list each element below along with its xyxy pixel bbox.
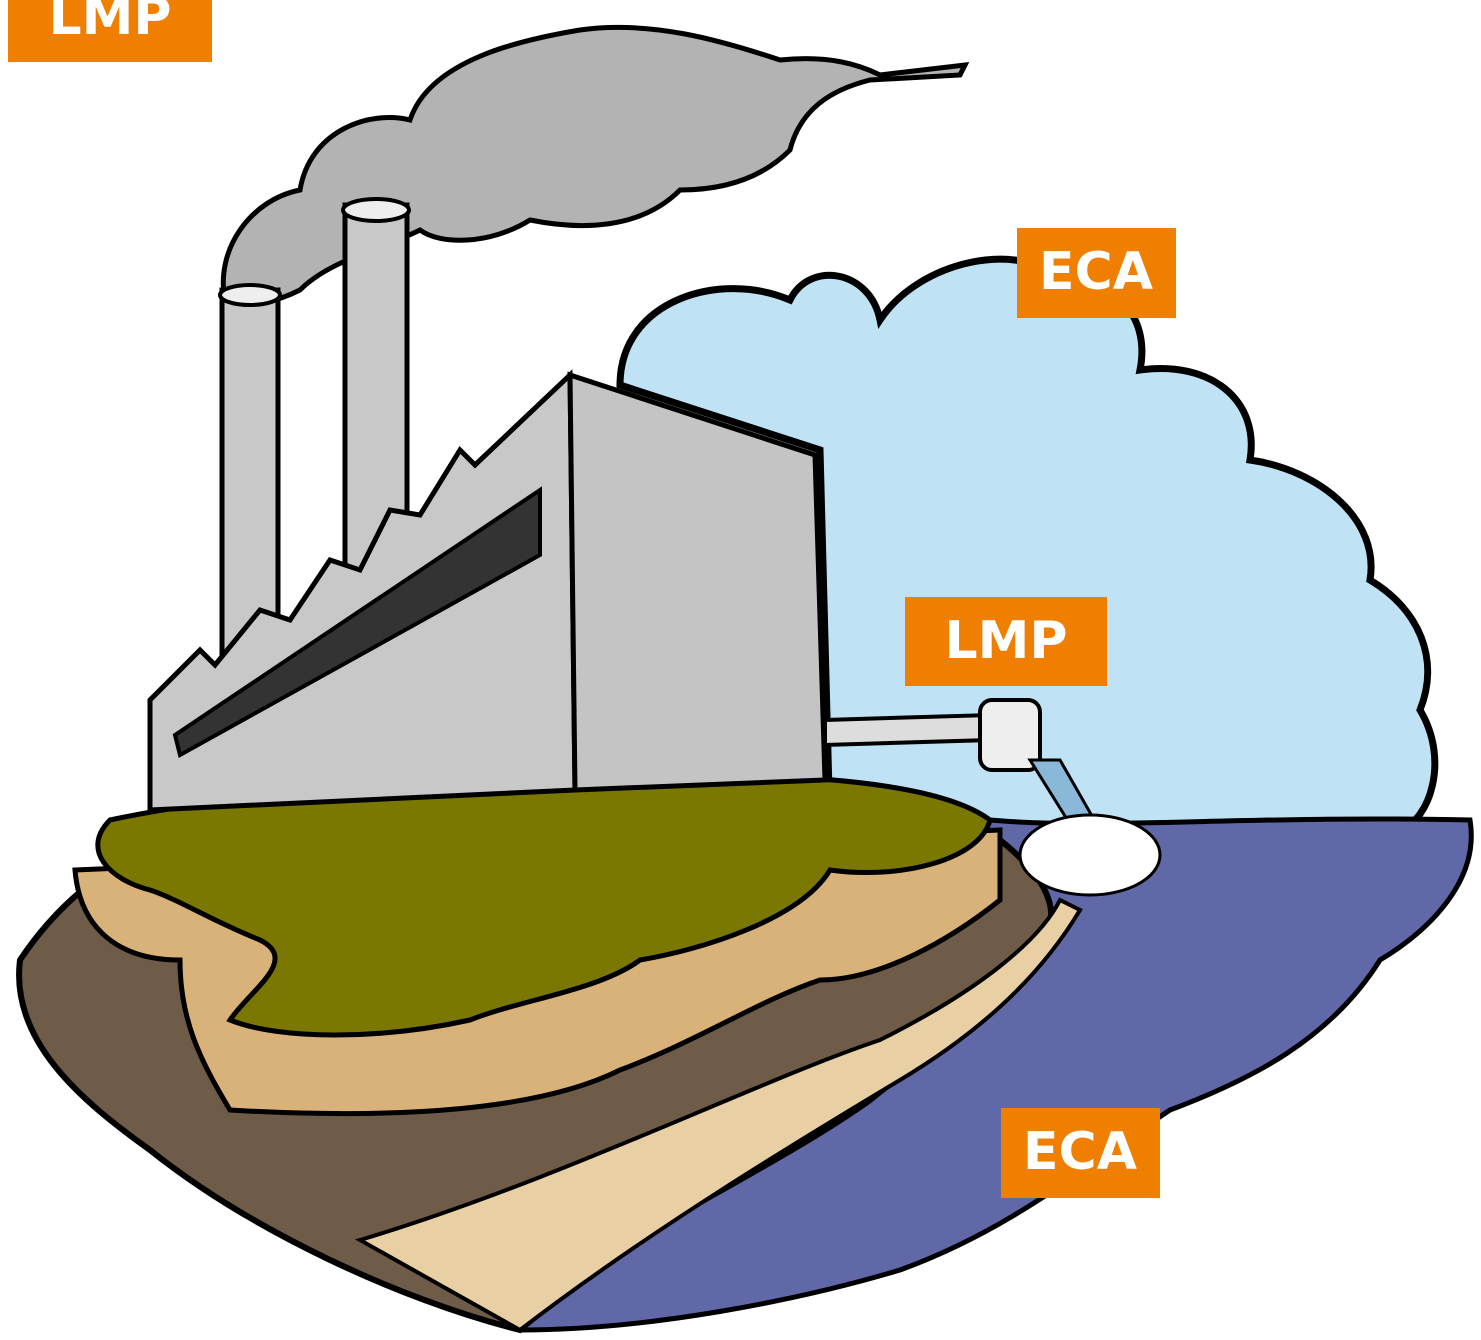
label: ECA	[1039, 242, 1153, 302]
smoke	[223, 27, 965, 304]
chimney	[222, 290, 278, 660]
chimney-top	[343, 199, 409, 221]
pipe	[825, 715, 990, 745]
label: ECA	[1023, 1122, 1137, 1182]
label: LMP	[49, 0, 172, 47]
label: LMP	[945, 611, 1068, 671]
page: LMP ECA LMP ECA (() => { const data = JS…	[0, 0, 1481, 1340]
chimney-top	[220, 285, 280, 305]
splash	[1020, 815, 1160, 895]
illustration: LMP ECA LMP ECA	[0, 0, 1481, 1340]
